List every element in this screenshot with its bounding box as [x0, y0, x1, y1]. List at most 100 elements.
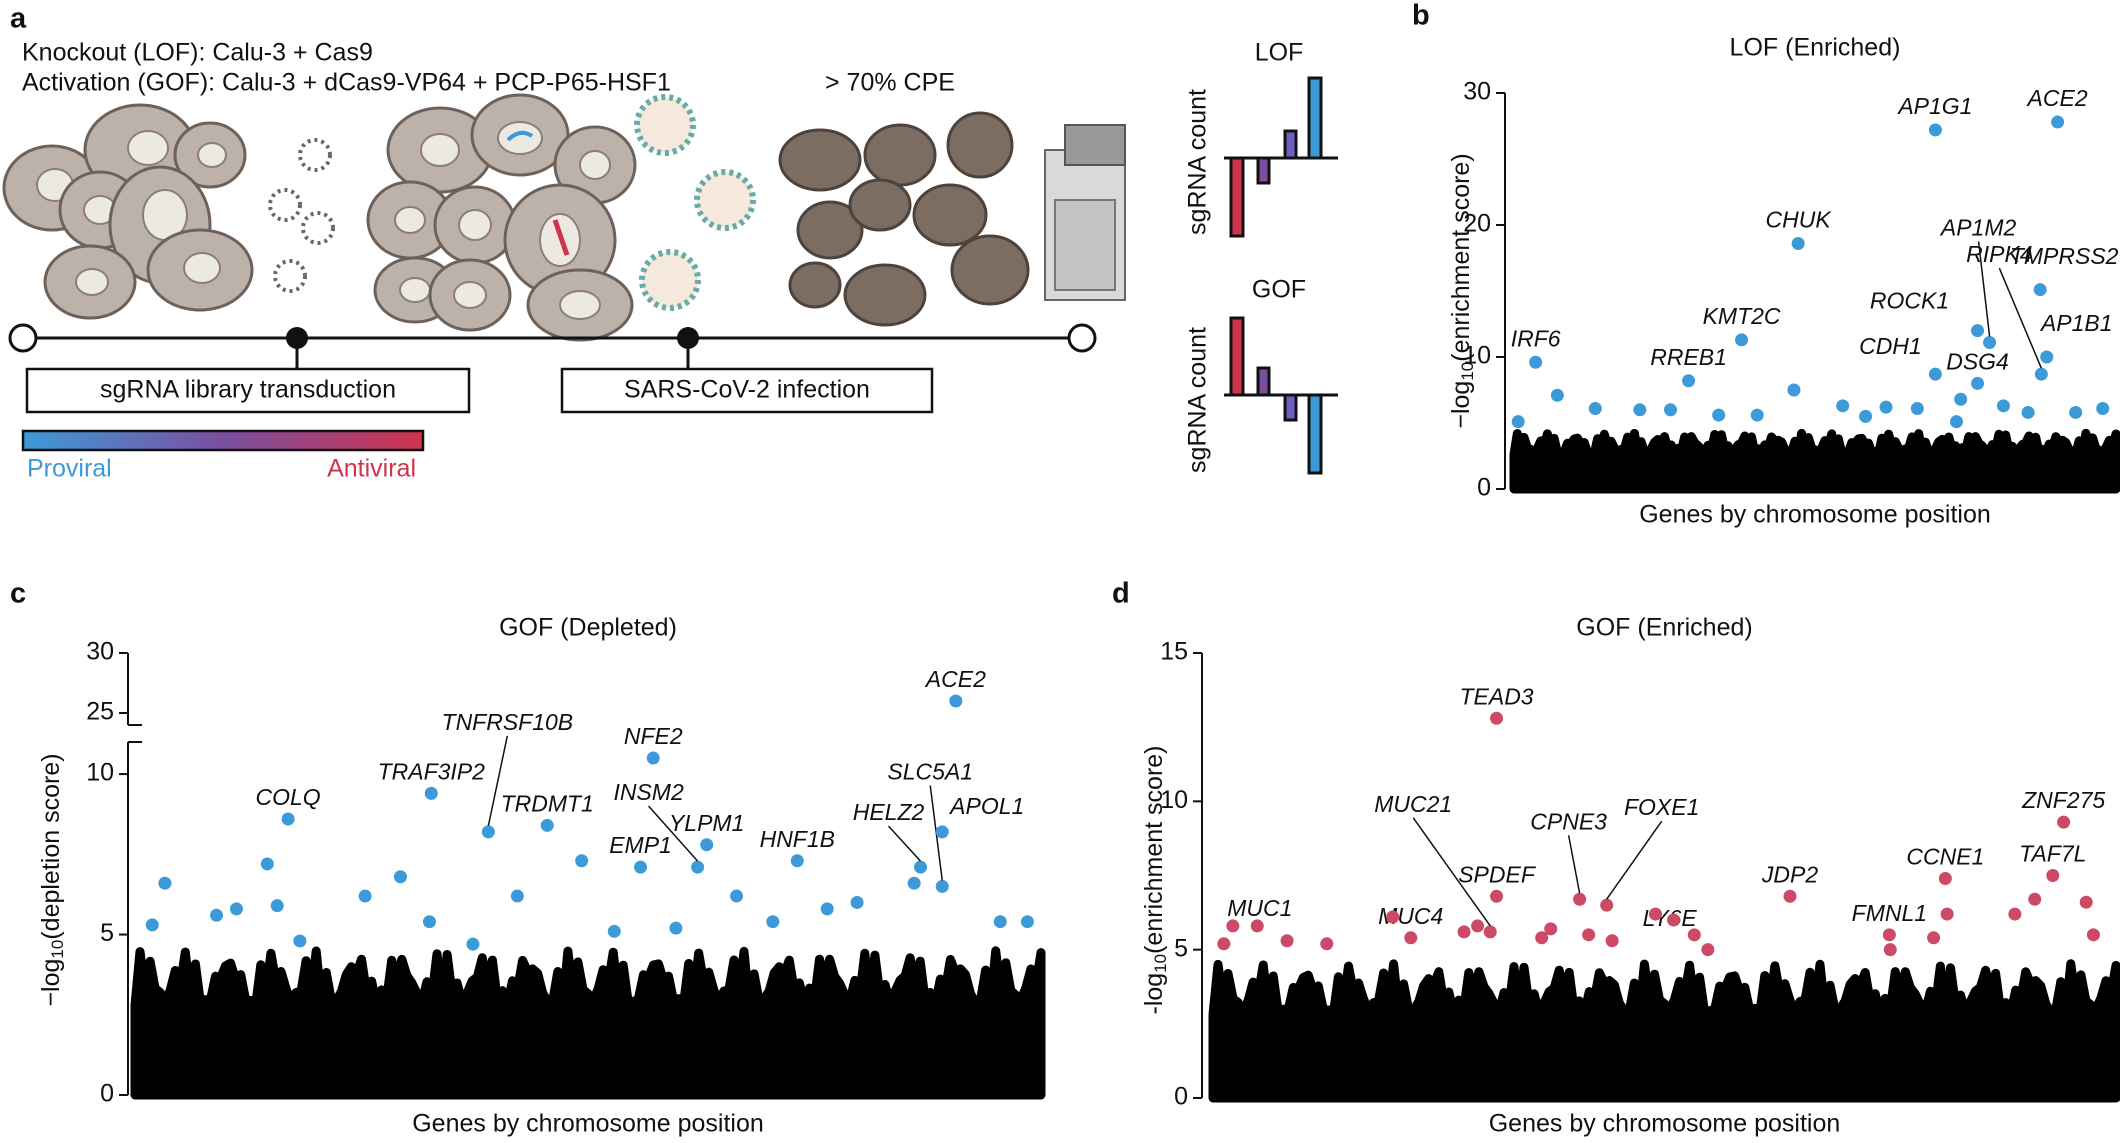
point-label: CCNE1 — [1906, 844, 1984, 870]
point — [1783, 889, 1797, 903]
point — [293, 934, 307, 948]
point-label: MUC21 — [1374, 791, 1452, 817]
chart-title: GOF (Depleted) — [499, 614, 677, 642]
point — [2021, 405, 2035, 419]
x-axis-label: Genes by chromosome position — [1639, 501, 1991, 529]
cells — [2, 93, 1126, 342]
gradient-label: Proviral — [27, 455, 112, 483]
point — [1750, 408, 1764, 422]
point — [1787, 383, 1801, 397]
point — [1020, 915, 1034, 929]
point — [907, 876, 921, 890]
point — [691, 860, 705, 874]
point-label: ACE2 — [2026, 85, 2088, 111]
point — [1529, 355, 1543, 369]
point — [669, 921, 683, 935]
point-label: DSG4 — [1946, 348, 2009, 374]
point — [1667, 913, 1681, 927]
point — [575, 854, 589, 868]
point — [1859, 409, 1873, 423]
point-label: YLPM1 — [669, 810, 744, 836]
point — [1928, 367, 1942, 381]
point-label: TNFRSF10B — [442, 709, 574, 735]
gradient-bar — [21, 429, 425, 452]
point-label: RREB1 — [1650, 344, 1727, 370]
point — [1600, 898, 1614, 912]
point — [1927, 931, 1941, 945]
point-label: APOL1 — [948, 793, 1024, 819]
point — [1386, 910, 1400, 924]
point — [1226, 919, 1240, 933]
point-label: COLQ — [256, 784, 321, 810]
point — [1573, 892, 1587, 906]
point — [1550, 388, 1564, 402]
point-label: ROCK1 — [1870, 288, 1949, 314]
point — [210, 908, 224, 922]
y-label-part: (depletion score) — [37, 753, 65, 939]
condition-text: Knockout (LOF): Calu-3 + Cas9 — [22, 39, 373, 67]
point — [1217, 937, 1231, 951]
mini-axis: sgRNA count — [1184, 327, 1212, 473]
point — [422, 915, 436, 929]
point-label: JDP2 — [1761, 861, 1818, 887]
point — [1320, 937, 1334, 951]
point — [949, 694, 963, 708]
point-label: TRAF3IP2 — [378, 758, 486, 784]
y-label-part: (enrichment score) — [1140, 745, 1168, 953]
point — [1664, 403, 1678, 417]
point-label: ACE2 — [924, 666, 986, 692]
x-axis-label: Genes by chromosome position — [1489, 1110, 1841, 1138]
step-box — [560, 367, 934, 414]
point — [935, 879, 949, 893]
point — [914, 860, 928, 874]
point — [540, 818, 554, 832]
point-label: MUC1 — [1227, 895, 1292, 921]
point — [1971, 324, 1985, 338]
gene-mass — [1208, 959, 2120, 1103]
y-tick-label: 10 — [86, 759, 114, 787]
y-axis-label: −log10(depletion score) — [37, 753, 68, 1006]
mini-bars — [1224, 76, 1338, 238]
y-label-sub: 10 — [1151, 954, 1170, 973]
point — [2028, 892, 2042, 906]
y-tick-label: 5 — [100, 919, 114, 947]
point-label: CHUK — [1766, 207, 1833, 233]
point — [1971, 376, 1985, 390]
chart: d GOF (Enriched) Genes by chromosome posit… — [1112, 578, 2120, 1138]
y-tick-label: 20 — [1463, 210, 1491, 238]
gradient-label: Antiviral — [327, 455, 416, 483]
condition-text: Activation (GOF): Calu-3 + dCas9-VP64 + … — [22, 69, 671, 97]
panel-letter: b — [1412, 0, 1430, 32]
point — [1687, 928, 1701, 942]
chart-title: GOF (Enriched) — [1576, 614, 1752, 642]
point — [424, 786, 438, 800]
chart-title: LOF (Enriched) — [1730, 34, 1901, 62]
point — [634, 860, 648, 874]
point-label: FOXE1 — [1624, 794, 1699, 820]
point — [1471, 919, 1485, 933]
y-label-part: −log — [1447, 381, 1475, 429]
point-label: AP1M2 — [1939, 215, 2017, 241]
point — [1535, 931, 1549, 945]
step-label: SARS-CoV-2 infection — [624, 376, 870, 404]
point — [481, 825, 495, 839]
point-label: FMNL1 — [1852, 900, 1927, 926]
point — [2008, 907, 2022, 921]
mini-bars — [1224, 316, 1338, 475]
point — [1954, 392, 1968, 406]
point — [1883, 943, 1897, 957]
point — [790, 854, 804, 868]
point — [1588, 401, 1602, 415]
point — [850, 895, 864, 909]
point — [1836, 399, 1850, 413]
cpe-text: > 70% CPE — [825, 69, 955, 97]
point — [1490, 889, 1504, 903]
point-label: CPNE3 — [1530, 808, 1607, 834]
point-label: SLC5A1 — [887, 758, 973, 784]
point-label: TRDMT1 — [501, 791, 594, 817]
y-axis-label: -log10(enrichment score) — [1140, 745, 1171, 1014]
chart: c GOF (Depleted) Genes by chromosome posit… — [10, 578, 1046, 1138]
y-label-sub: 10 — [1458, 362, 1477, 381]
point-label: KMT2C — [1703, 303, 1781, 329]
point — [1648, 907, 1662, 921]
